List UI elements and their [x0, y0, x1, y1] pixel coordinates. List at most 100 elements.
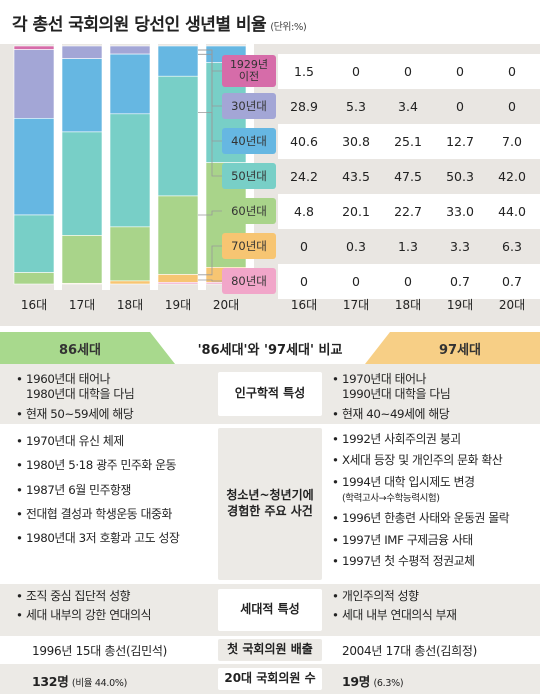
table-cell: 6.3	[502, 239, 522, 254]
decade-label: 80년대	[222, 268, 276, 294]
row-demographics: 1960년대 태어나 1980년대 대학을 다님 현재 50~59세에 해당 인…	[0, 364, 540, 424]
left-count-value: 132명	[32, 674, 69, 689]
list-item-text: 1994년 대학 입시제도 변경	[342, 474, 475, 489]
leader-line	[198, 245, 222, 276]
decade-label: 30년대	[222, 93, 276, 119]
bar-segment	[109, 45, 151, 55]
table-cell: 20.1	[342, 204, 370, 219]
decade-label: 40년대	[222, 128, 276, 154]
table-cell: 0	[508, 64, 516, 79]
table-cell: 12.7	[446, 134, 474, 149]
right-header-shape	[365, 332, 540, 364]
list-item: 1987년 6월 민주항쟁	[16, 483, 216, 499]
table-cell: 22.7	[394, 204, 422, 219]
left-count-note: (비율 44.0%)	[71, 678, 128, 689]
title-text: 각 총선 국회의원 당선인 생년별 비율	[12, 15, 267, 35]
list-item: 현재 50~59세에 해당	[16, 407, 216, 423]
row-label-lawmaker-count: 20대 국회의원 수	[218, 668, 322, 690]
left-characteristics-list: 조직 중심 집단적 성향 세대 내부의 강한 연대의식	[16, 589, 216, 628]
bar-segment	[157, 45, 199, 77]
row-events: 1970년대 유신 체제 1980년 5·18 광주 민주화 운동 1987년 …	[0, 424, 540, 584]
table-column-label: 20대	[498, 298, 526, 312]
bar-segment	[61, 282, 103, 285]
bar-segment	[109, 280, 151, 285]
bar-gap	[150, 44, 158, 290]
row-lawmaker-count: 132명 (비율 44.0%) 20대 국회의원 수 19명 (6.3%)	[0, 664, 540, 694]
bar-gap	[198, 44, 206, 290]
decade-label: 60년대	[222, 198, 276, 224]
table-cell: 28.9	[290, 99, 318, 114]
left-header-label: 86세대	[58, 342, 101, 358]
table-cell: 0	[352, 274, 360, 289]
left-events-list: 1970년대 유신 체제 1980년 5·18 광주 민주화 운동 1987년 …	[16, 434, 216, 551]
table-cell: 0.7	[450, 274, 470, 289]
bar-category-label: 17대	[68, 298, 96, 312]
table-cell: 5.3	[346, 99, 366, 114]
table-column-label: 18대	[394, 298, 422, 312]
bar-segment	[109, 226, 151, 282]
left-header-shape	[0, 332, 175, 364]
table-row: 40.6 30.8 25.1 12.7 7.0	[278, 124, 540, 159]
list-item: 세대 내부의 강한 연대의식	[16, 608, 216, 624]
table-cell: 1.5	[294, 64, 314, 79]
bar-segment	[13, 272, 55, 285]
bar-segment	[61, 131, 103, 236]
list-item: 1970년대 태어나 1990년대 대학을 다님	[332, 372, 537, 403]
row-label-demographics: 인구학적 특성	[218, 372, 322, 416]
bar-segment	[61, 45, 103, 59]
table-cell: 30.8	[342, 134, 370, 149]
table-row: 28.9 5.3 3.4 0 0	[278, 89, 540, 124]
table-row: 24.2 43.5 47.5 50.3 42.0	[278, 159, 540, 194]
list-item-note: (학력고사→수학능력시험)	[342, 492, 440, 504]
table-row: 0 0.3 1.3 3.3 6.3	[278, 229, 540, 264]
row-characteristics: 조직 중심 집단적 성향 세대 내부의 강한 연대의식 세대적 특성 개인주의적…	[0, 584, 540, 636]
bar-segment	[157, 75, 199, 197]
table-cell: 4.8	[294, 204, 314, 219]
table-row: 1.5 0 0 0 0	[278, 54, 540, 89]
bar-category-label: 16대	[20, 298, 48, 312]
bar-segment	[13, 214, 55, 273]
bar-segment	[109, 53, 151, 115]
bar-segment	[61, 58, 103, 133]
list-item: 1980년 5·18 광주 민주화 운동	[16, 458, 216, 474]
list-item: 1996년 한총련 사태와 운동권 몰락	[332, 511, 537, 527]
row-label-first-lawmaker: 첫 국회의원 배출	[218, 639, 322, 661]
table-cell: 0.7	[502, 274, 522, 289]
list-item: X세대 등장 및 개인주의 문화 확산	[332, 453, 537, 469]
list-item: 1960년대 태어나 1980년대 대학을 다님	[16, 372, 216, 403]
table-cell: 43.5	[342, 169, 370, 184]
table-cell: 0	[352, 64, 360, 79]
leader-line	[198, 279, 222, 282]
table-cell: 44.0	[498, 204, 526, 219]
right-demographics-list: 1970년대 태어나 1990년대 대학을 다님 현재 40~49세에 해당	[332, 372, 537, 426]
table-cell: 0	[404, 64, 412, 79]
list-item: 전대협 결성과 학생운동 대중화	[16, 507, 216, 523]
table-cell: 47.5	[394, 169, 422, 184]
right-count: 19명 (6.3%)	[342, 671, 404, 690]
bar-segment	[157, 195, 199, 275]
list-item: 1992년 사회주의권 붕괴	[332, 432, 537, 448]
decade-label: 1929년 이전	[222, 55, 276, 87]
bar-segment	[157, 274, 199, 283]
chart-title: 각 총선 국회의원 당선인 생년별 비율 (단위:%)	[12, 10, 307, 35]
bar-category-label: 20대	[212, 298, 240, 312]
right-characteristics-list: 개인주의적 성향 세대 내부 연대의식 부재	[332, 589, 537, 628]
table-cell: 7.0	[502, 134, 522, 149]
right-first-lawmaker: 2004년 17대 총선(김희정)	[342, 644, 477, 658]
table-cell: 50.3	[446, 169, 474, 184]
stacked-bar-chart	[13, 44, 254, 290]
table-column-label: 17대	[342, 298, 370, 312]
bar-gap	[102, 44, 110, 290]
row-label-characteristics: 세대적 특성	[218, 589, 322, 631]
right-events-list: 1992년 사회주의권 붕괴 X세대 등장 및 개인주의 문화 확산 1994년…	[332, 432, 537, 573]
table-cell: 0	[456, 99, 464, 114]
list-item: 현재 40~49세에 해당	[332, 407, 537, 423]
title-area: 각 총선 국회의원 당선인 생년별 비율 (단위:%)	[0, 0, 540, 44]
list-item: 조직 중심 집단적 성향	[16, 589, 216, 605]
bar-segment	[13, 45, 55, 50]
table-cell: 0	[404, 274, 412, 289]
bar-segment	[109, 113, 151, 228]
table-cell: 42.0	[498, 169, 526, 184]
right-count-note: (6.3%)	[373, 678, 404, 689]
right-header-label: 97세대	[438, 342, 481, 358]
